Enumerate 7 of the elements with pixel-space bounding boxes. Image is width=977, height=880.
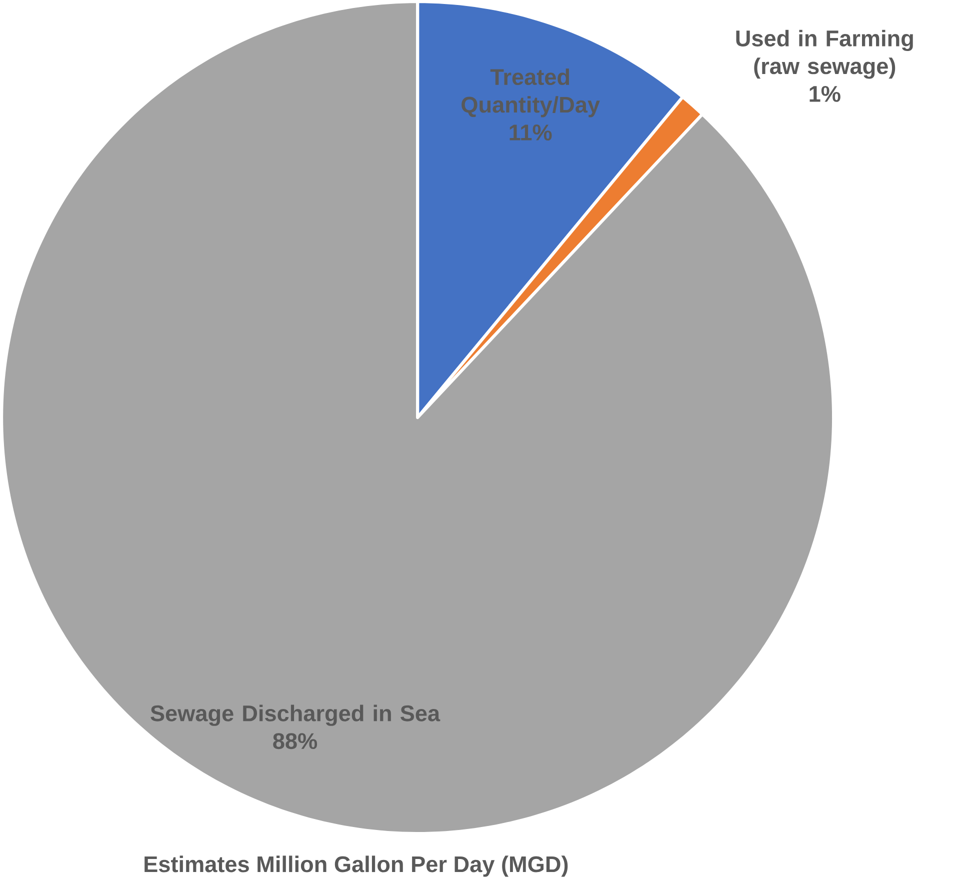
data-label: 11% — [510, 124, 552, 140]
slice-label: Treated Quantity/Day — [462, 68, 600, 118]
data-label: 1% — [810, 86, 840, 102]
slice-label: Used in Farming (raw sewage) — [736, 30, 913, 79]
slice-label: Sewage Discharged in Sea — [150, 704, 440, 726]
data-label: 88% — [273, 733, 318, 750]
text: Estimates Million Gallon Per Day (MGD) — [144, 856, 568, 877]
